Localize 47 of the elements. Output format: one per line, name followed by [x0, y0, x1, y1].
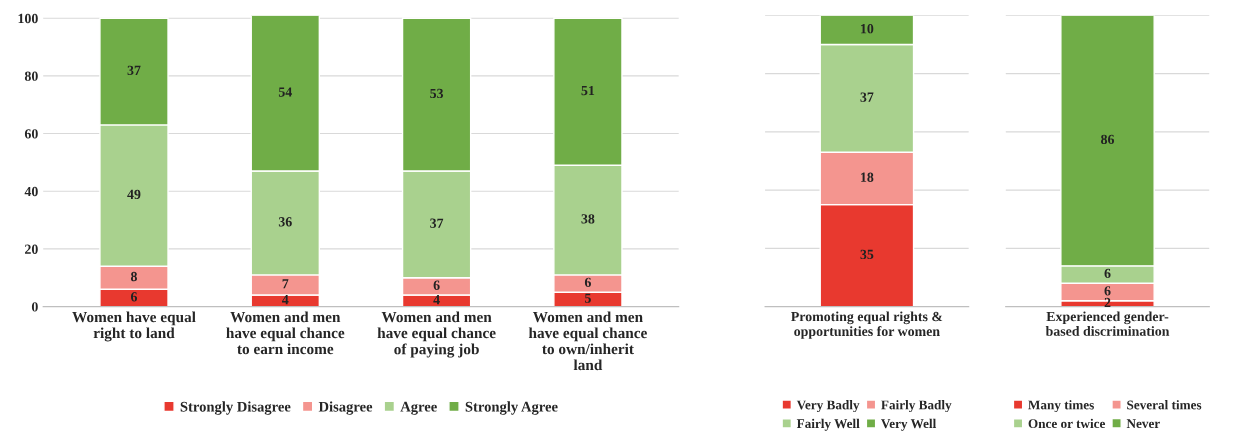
legend-label: Fairly Well: [796, 418, 860, 431]
data-label: 36: [278, 217, 292, 227]
data-label: 49: [127, 189, 141, 200]
data-label: 35: [860, 249, 874, 260]
x-tick-label: Women and men have equal chance to earn income: [226, 311, 345, 355]
data-label: 4: [433, 295, 440, 305]
x-tick-label: Women and men have equal chance to own/inherit land: [528, 311, 647, 371]
data-label: 8: [130, 271, 137, 282]
x-tick-label: Experienced gender- based discrimination: [1045, 311, 1170, 336]
legend-label: Disagree: [318, 401, 373, 415]
y-tick-label: 80: [24, 71, 38, 81]
data-label: 5: [585, 293, 591, 303]
data-label: 10: [861, 24, 874, 34]
y-tick-label: 60: [24, 129, 38, 139]
data-label: 6: [1104, 268, 1111, 279]
data-label: 86: [1101, 134, 1115, 145]
legend-label: Once or twice: [1028, 418, 1106, 429]
data-label: 6: [433, 280, 440, 290]
data-label: 6: [584, 277, 591, 288]
legend-label: Several times: [1127, 400, 1202, 410]
legend-label: Never: [1126, 419, 1160, 429]
data-label: 54: [278, 87, 292, 97]
legend-label: Strongly Disagree: [180, 401, 291, 415]
data-label: 7: [282, 279, 289, 289]
data-label: 18: [861, 172, 874, 182]
legend-label: Very Well: [881, 418, 937, 431]
y-tick-label: 40: [24, 186, 38, 197]
data-label: 51: [581, 85, 595, 96]
x-tick-label: Women and men have equal chance of paying job: [377, 311, 496, 358]
legend-label: Fairly Badly: [881, 400, 952, 413]
legend-label: Strongly Agree: [465, 401, 558, 415]
y-tick-label: 100: [18, 13, 38, 24]
legend-label: Very Badly: [796, 400, 860, 413]
data-label: 6: [1104, 286, 1111, 296]
y-tick-label: 20: [25, 244, 38, 254]
legend-label: Agree: [400, 401, 437, 415]
data-label: 37: [127, 65, 141, 76]
data-label: 4: [282, 295, 289, 305]
data-label: 37: [860, 92, 874, 102]
y-tick-label: 0: [31, 302, 38, 312]
x-tick-label: Women have equal right to land: [72, 311, 196, 342]
legend-label: Many times: [1028, 400, 1094, 413]
data-label: 6: [130, 292, 138, 302]
data-label: 37: [430, 218, 444, 228]
x-tick-label: Promoting equal rights & opportunities for women: [791, 311, 943, 339]
data-label: 53: [430, 88, 444, 99]
data-label: 38: [581, 214, 595, 224]
